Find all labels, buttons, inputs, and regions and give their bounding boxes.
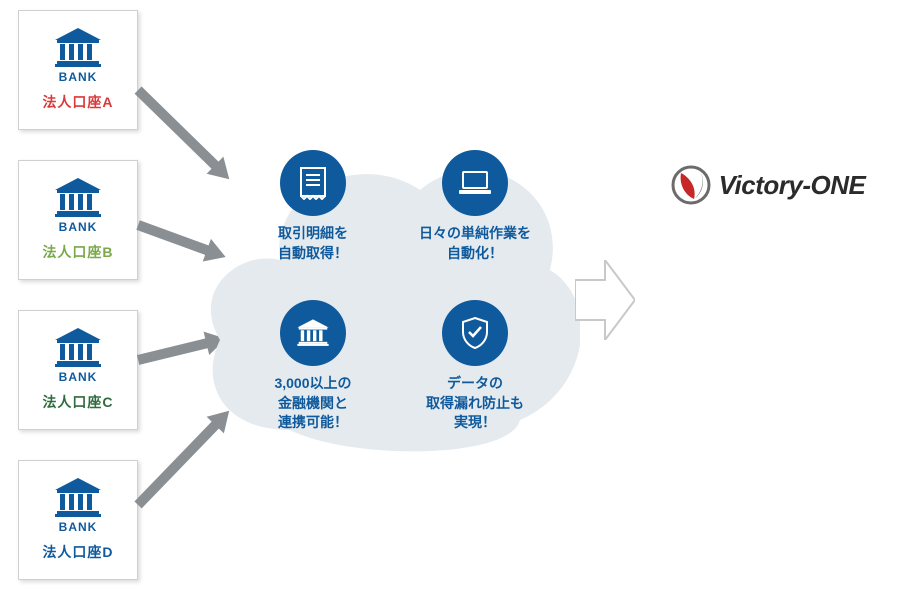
feature-shield: データの 取得漏れ防止も 実現！ (400, 300, 550, 433)
bank-box-c: BANK 法人口座C (18, 310, 138, 430)
bank-box-d: BANK 法人口座D (18, 460, 138, 580)
bank-word: BANK (59, 370, 98, 384)
feature-text-laptop: 日々の単純作業を 自動化！ (419, 224, 531, 263)
victory-one-mark-icon (671, 165, 711, 205)
laptop-icon (442, 150, 508, 216)
cloud: 取引明細を 自動取得！ 日々の単純作業を 自動化！ 3,000以上の 金融機関と… (200, 130, 580, 470)
bank-box-a: BANK 法人口座A (18, 10, 138, 130)
bank-word: BANK (59, 220, 98, 234)
account-label-c: 法人口座C (42, 392, 113, 412)
account-label-a: 法人口座A (42, 92, 113, 112)
bank-icon (53, 178, 103, 218)
bank-box-b: BANK 法人口座B (18, 160, 138, 280)
bank-word: BANK (59, 70, 98, 84)
feature-bank: 3,000以上の 金融機関と 連携可能！ (238, 300, 388, 433)
bank-icon (53, 28, 103, 68)
feature-laptop: 日々の単純作業を 自動化！ (400, 150, 550, 263)
account-label-b: 法人口座B (42, 242, 113, 262)
bank-word: BANK (59, 520, 98, 534)
feature-receipt: 取引明細を 自動取得！ (238, 150, 388, 263)
logo-text: Victory-ONE (719, 170, 866, 201)
bank-icon (53, 328, 103, 368)
shield-icon (442, 300, 508, 366)
feature-text-receipt: 取引明細を 自動取得！ (278, 224, 348, 263)
logo-row: Victory-ONE (623, 165, 913, 205)
logo-description: 取得したデータを基に債権管理・ 消込・入金消込を自動で実施。 手作業を減らし、 … (623, 225, 913, 319)
feature-text-bank: 3,000以上の 金融機関と 連携可能！ (274, 374, 351, 433)
receipt-icon (280, 150, 346, 216)
bank-icon (280, 300, 346, 366)
bank-icon (53, 478, 103, 518)
feature-text-shield: データの 取得漏れ防止も 実現！ (426, 374, 524, 433)
account-label-d: 法人口座D (42, 542, 113, 562)
logo-block: Victory-ONE 取得したデータを基に債権管理・ 消込・入金消込を自動で実… (623, 165, 913, 319)
